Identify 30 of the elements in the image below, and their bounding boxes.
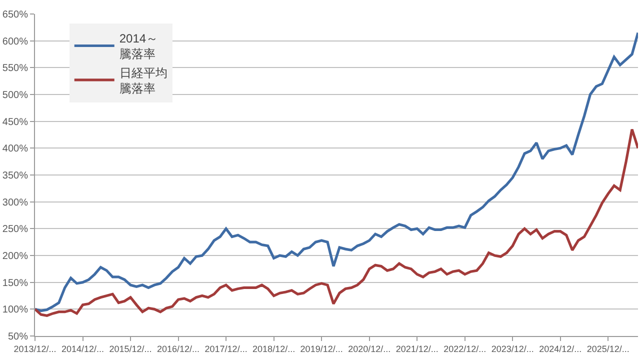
y-tick-label: 150% <box>2 278 28 289</box>
legend-label: 2014～騰落率 <box>119 32 158 62</box>
y-tick-label: 400% <box>2 144 28 155</box>
y-tick-label: 200% <box>2 251 28 262</box>
y-tick-label: 550% <box>2 63 28 74</box>
y-tick-label: 450% <box>2 116 28 128</box>
y-tick-label: 100% <box>2 304 28 316</box>
x-tick-label: 2016/12/... <box>157 344 200 354</box>
line-series <box>35 128 638 317</box>
x-tick-label: 2023/12/... <box>491 344 534 354</box>
y-tick-label: 650% <box>2 10 28 20</box>
x-tick-label: 2015/12/... <box>109 344 152 354</box>
x-tick-label: 2014/12/... <box>61 344 104 354</box>
x-tick-label: 2018/12/... <box>252 344 296 354</box>
x-tick-label: 2025/12/... <box>586 344 630 354</box>
x-tick-label: 2019/12/... <box>300 344 343 354</box>
x-tick-label: 2021/12/... <box>396 344 438 354</box>
x-tick-label: 2024/12/... <box>539 344 582 354</box>
line-series <box>35 31 638 312</box>
x-tick-label: 2013/12/... <box>14 344 56 354</box>
y-tick-label: 50% <box>8 332 28 342</box>
y-tick-label: 300% <box>2 197 28 208</box>
x-tick-label: 2020/12/... <box>348 344 391 354</box>
y-tick-label: 350% <box>2 170 28 182</box>
x-tick-label: 2017/12/... <box>204 344 248 354</box>
legend-label: 日経平均騰落率 <box>119 66 168 96</box>
x-tick-label: 2022/12/... <box>444 344 486 354</box>
y-tick-label: 600% <box>2 36 28 48</box>
y-tick-label: 500% <box>2 90 28 101</box>
y-tick-label: 250% <box>2 224 28 236</box>
